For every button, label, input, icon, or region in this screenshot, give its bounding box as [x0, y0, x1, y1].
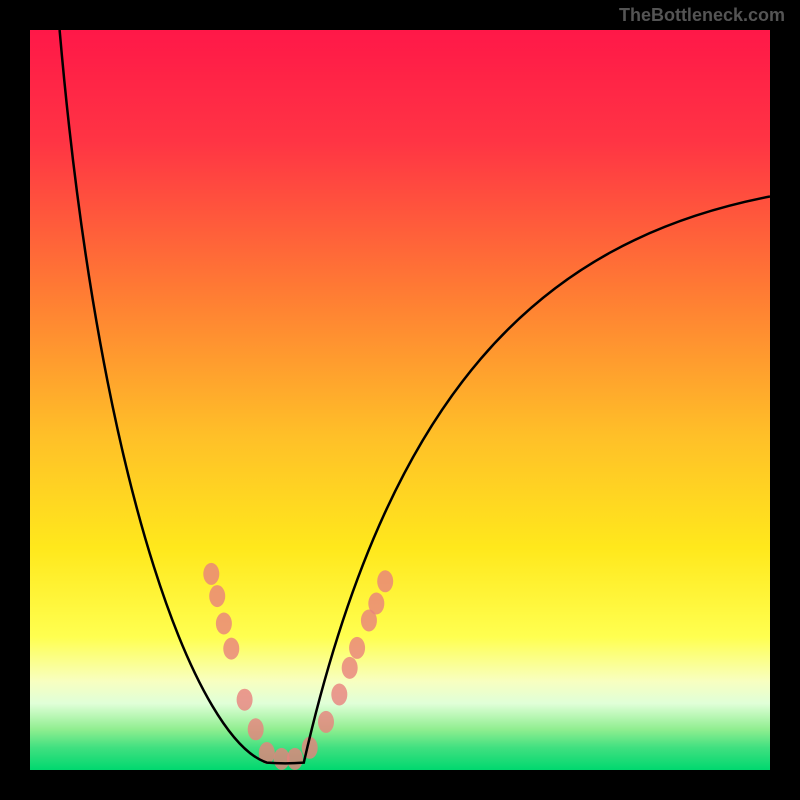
data-marker	[287, 748, 303, 770]
data-marker	[342, 657, 358, 679]
data-marker	[349, 637, 365, 659]
v-curve-line	[60, 30, 770, 763]
chart-container	[30, 30, 770, 770]
data-marker	[209, 585, 225, 607]
data-marker	[237, 689, 253, 711]
data-marker	[318, 711, 334, 733]
data-marker	[203, 563, 219, 585]
chart-curve	[30, 30, 770, 770]
data-marker	[223, 638, 239, 660]
data-marker	[248, 718, 264, 740]
data-marker	[331, 684, 347, 706]
data-markers	[203, 563, 393, 770]
watermark-text: TheBottleneck.com	[619, 5, 785, 26]
data-marker	[368, 593, 384, 615]
data-marker	[377, 570, 393, 592]
data-marker	[216, 612, 232, 634]
